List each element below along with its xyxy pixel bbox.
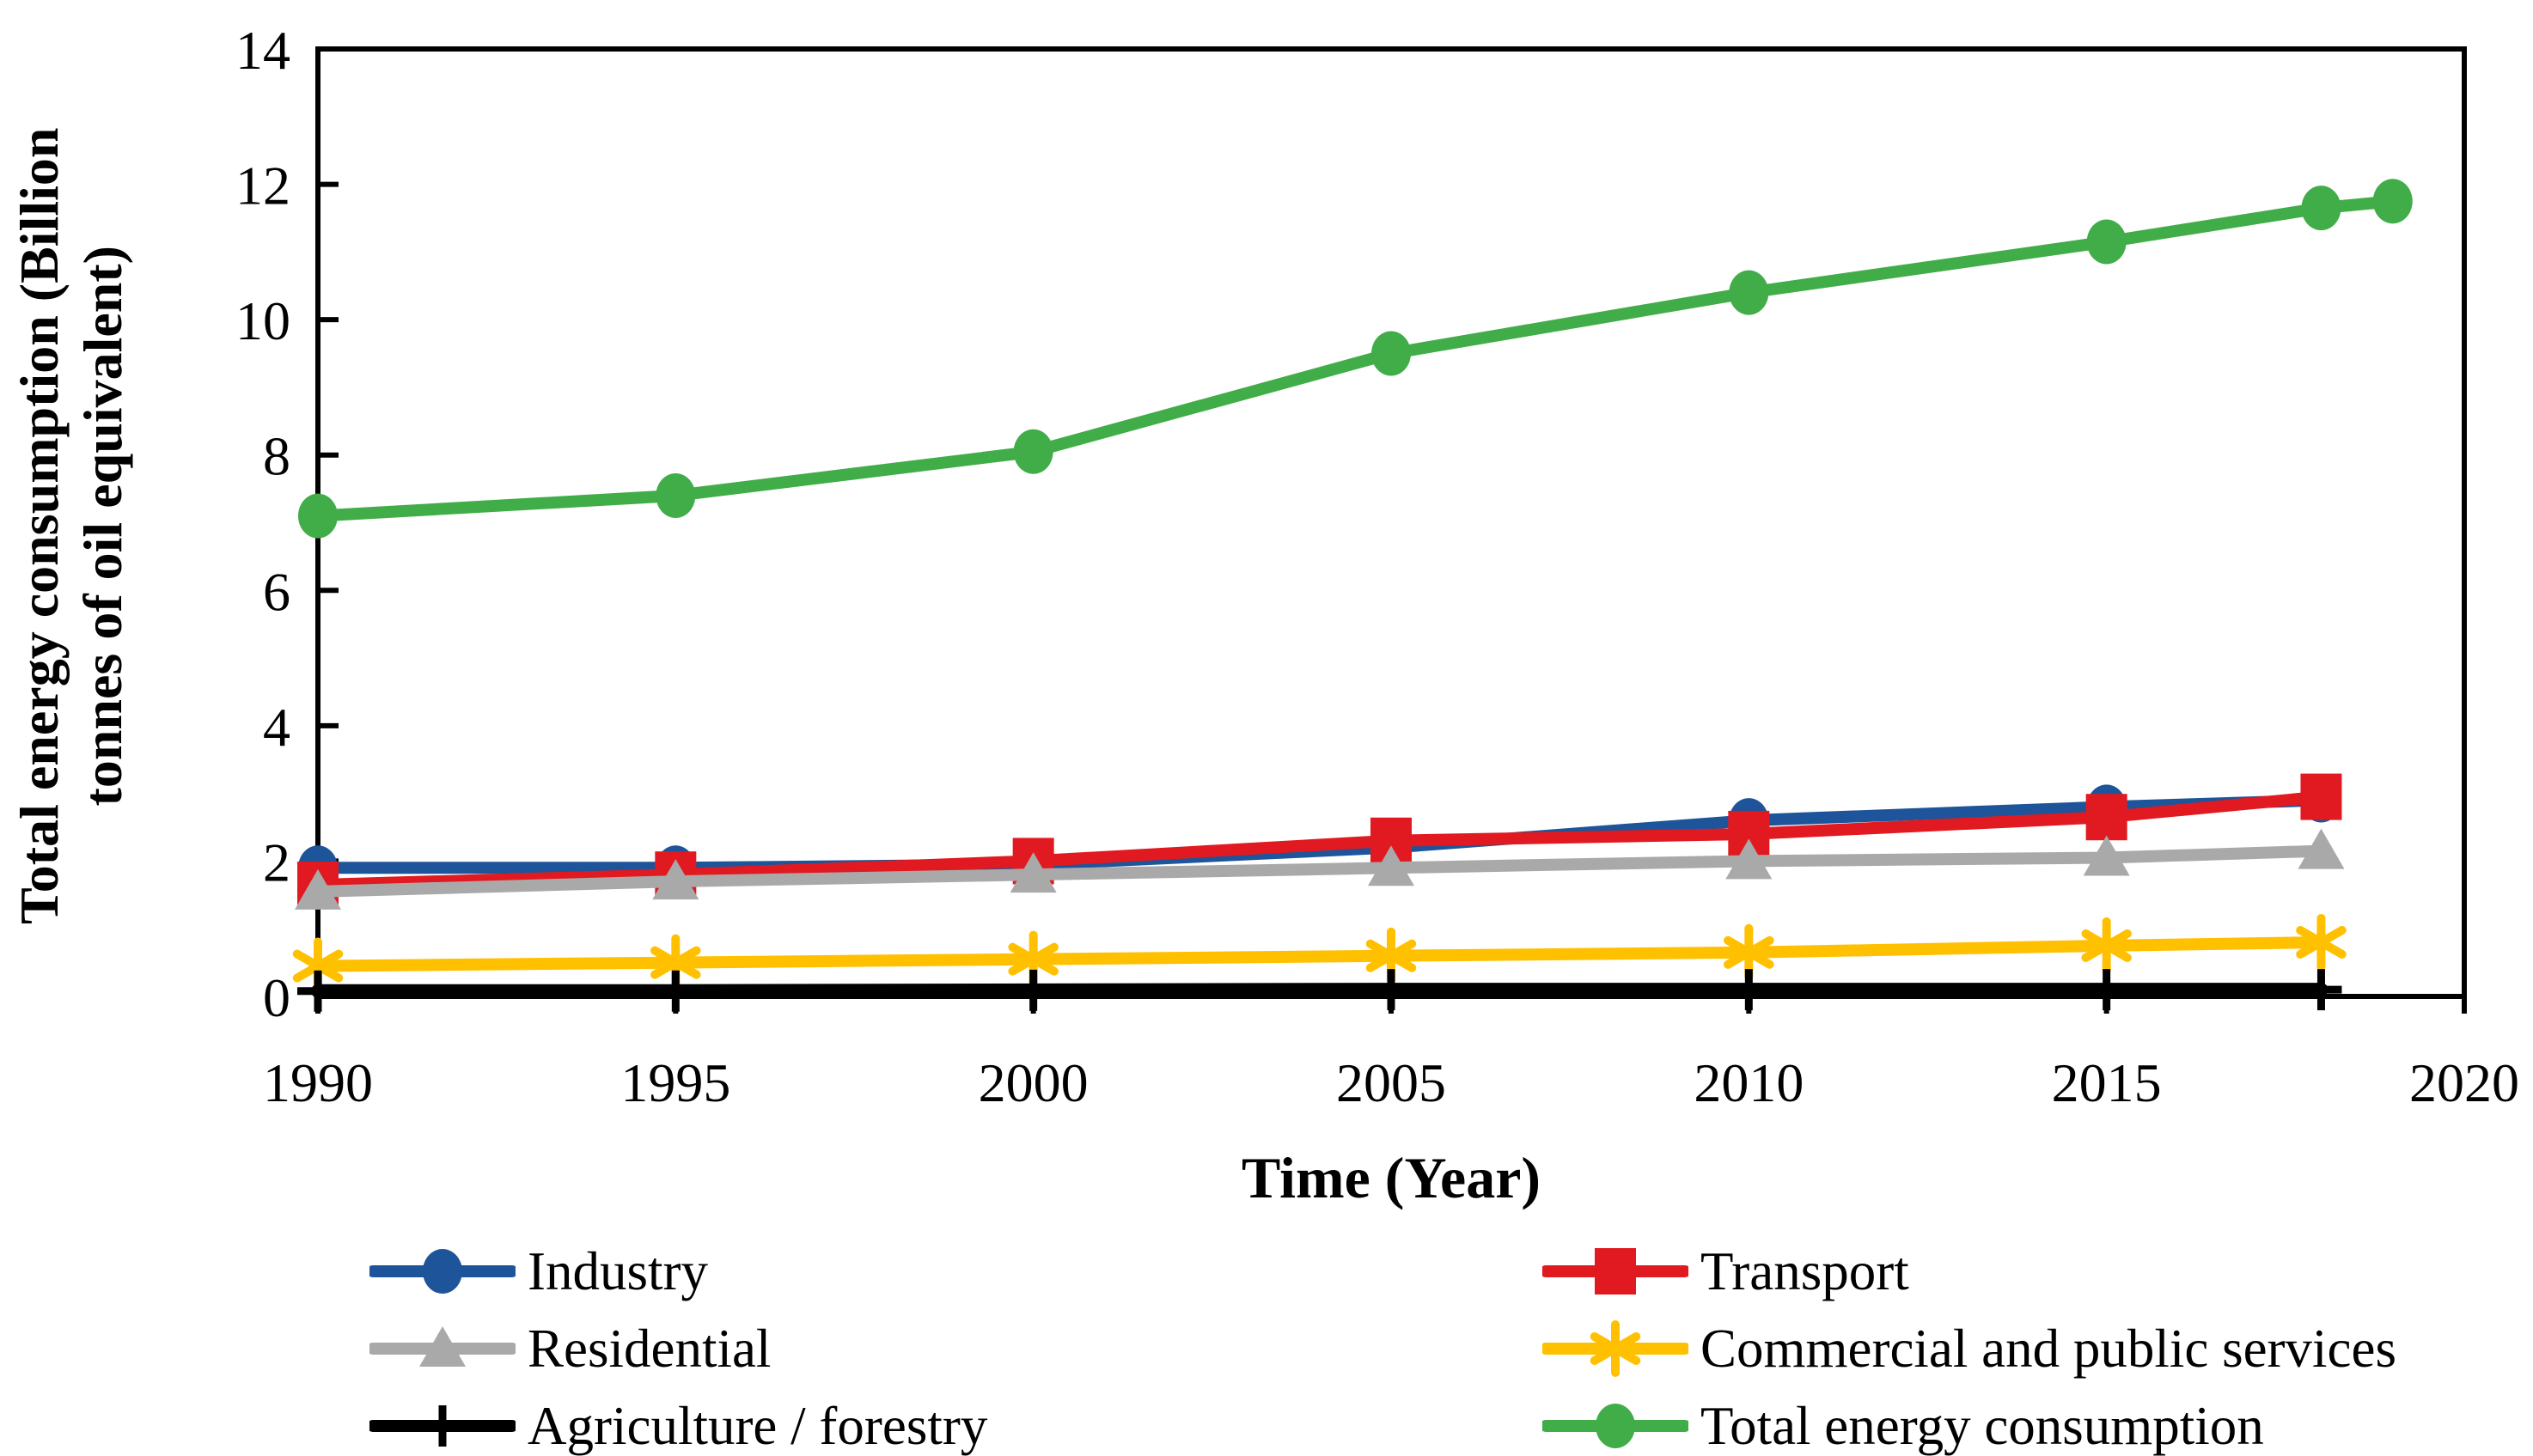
series-transport-marker <box>2085 794 2127 841</box>
x-tick-label: 1995 <box>620 1052 730 1113</box>
series-commercial-marker <box>1724 935 1774 969</box>
legend-item-industry: Industry <box>369 1237 1542 1306</box>
series-total-marker <box>1371 331 1411 376</box>
y-tick-label: 4 <box>263 697 290 758</box>
series-total-marker <box>2086 219 2127 265</box>
x-tick-label: 2020 <box>2409 1052 2519 1113</box>
transport-line-square-icon <box>1542 1237 1688 1306</box>
series-total-marker <box>656 472 696 518</box>
series-commercial-marker <box>650 946 701 979</box>
series-commercial-marker <box>2296 925 2347 959</box>
legend-item-agriculture: Agriculture / forestry <box>369 1392 1542 1456</box>
legend-swatch-transport <box>1542 1248 1688 1295</box>
y-tick-label: 8 <box>263 426 290 487</box>
series-total-marker <box>298 493 338 539</box>
legend-marker-residential <box>419 1326 466 1367</box>
series-transport-marker <box>2300 773 2342 820</box>
x-tick-label: 2010 <box>1694 1052 1804 1113</box>
industry-line-circle-icon <box>369 1237 516 1306</box>
series-residential-marker <box>652 859 699 900</box>
legend-item-transport: Transport <box>1542 1237 2483 1306</box>
series-total-marker <box>1013 429 1053 474</box>
series-commercial-marker <box>1008 942 1059 976</box>
legend-marker-transport <box>1595 1248 1636 1295</box>
agriculture-line-plus-icon <box>369 1392 516 1456</box>
series-total-marker <box>2372 179 2413 224</box>
x-axis-title: Time (Year) <box>1241 1145 1541 1210</box>
y-tick-label: 14 <box>235 20 290 81</box>
legend-swatch-industry <box>369 1249 516 1294</box>
series-agriculture-line <box>311 983 2329 998</box>
legend-marker-commercial <box>1590 1332 1641 1365</box>
legend-label-agriculture: Agriculture / forestry <box>528 1395 988 1456</box>
series-commercial-marker <box>2081 929 2132 962</box>
legend-swatch-agriculture <box>369 1405 516 1447</box>
x-tick-label: 1990 <box>263 1052 373 1113</box>
legend-swatch-residential <box>369 1326 516 1367</box>
legend-label-industry: Industry <box>528 1240 708 1301</box>
y-tick-label: 6 <box>263 561 290 622</box>
x-tick-label: 2000 <box>979 1052 1089 1113</box>
y-tick-label: 12 <box>235 155 290 216</box>
series-residential-marker <box>1368 845 1414 886</box>
series-total-marker <box>1729 270 1769 315</box>
legend-label-transport: Transport <box>1700 1240 1909 1301</box>
commercial-line-asterisk-icon <box>1542 1314 1688 1383</box>
legend-swatch-total <box>1542 1404 1688 1448</box>
legend-marker-industry <box>423 1249 462 1294</box>
legend-label-residential: Residential <box>528 1318 772 1379</box>
y-tick-label: 10 <box>235 290 290 351</box>
legend-item-commercial: Commercial and public services <box>1542 1314 2483 1383</box>
x-tick-label: 2015 <box>2052 1052 2162 1113</box>
legend-marker-total <box>1596 1404 1635 1448</box>
series-commercial-marker <box>292 949 344 983</box>
series-residential-marker <box>2298 828 2345 869</box>
series-total-line <box>312 195 2399 522</box>
series-total-marker <box>2301 186 2341 231</box>
y-tick-label: 0 <box>263 967 290 1028</box>
y-tick-label: 2 <box>263 832 290 892</box>
series-residential-marker <box>1725 838 1773 880</box>
legend-item-total: Total energy consumption <box>1542 1392 2483 1456</box>
series-commercial-line <box>312 935 2328 972</box>
series-residential-marker <box>295 868 341 910</box>
legend-swatch-commercial <box>1542 1320 1688 1377</box>
legend-item-residential: Residential <box>369 1314 1542 1383</box>
legend-label-commercial: Commercial and public services <box>1700 1318 2396 1379</box>
residential-line-triangle-icon <box>369 1314 516 1383</box>
total-line-circle-icon <box>1542 1392 1688 1456</box>
legend-label-total: Total energy consumption <box>1700 1395 2264 1456</box>
series-residential-marker <box>1010 852 1057 893</box>
legend: Industry Transport Residential Commercia… <box>369 1237 2483 1456</box>
x-tick-label: 2005 <box>1336 1052 1446 1113</box>
series-residential-marker <box>2083 835 2130 876</box>
series-commercial-marker <box>1365 939 1417 972</box>
